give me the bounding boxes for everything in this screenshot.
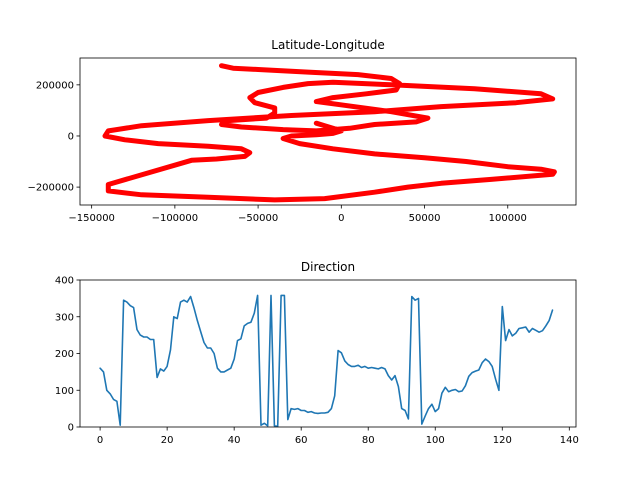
y-tick-label: −200000	[27, 183, 74, 194]
y-tick-label: 400	[55, 276, 74, 287]
x-tick-label: 100	[426, 435, 445, 446]
x-tick-label: −50000	[238, 213, 278, 224]
x-tick-label: 140	[560, 435, 579, 446]
chart-title: Latitude-Longitude	[271, 38, 384, 52]
lat-lon-chart: −150000 −100000 −50000 0 50000 100000 −200000 0…	[27, 38, 577, 224]
x-tick-label: 60	[295, 435, 308, 446]
x-tick-label: 50000	[409, 213, 441, 224]
x-tick-label: 120	[493, 435, 512, 446]
chart-title: Direction	[301, 260, 355, 274]
y-tick-label: 300	[55, 312, 74, 323]
x-tick-label: −150000	[68, 213, 115, 224]
direction-chart: 0 20 40 60 80 100 120 140 0 100 200 300 400 Direction	[55, 260, 579, 446]
x-tick-label: 20	[161, 435, 174, 446]
series-line-0	[99, 294, 554, 427]
y-tick-label: 0	[68, 131, 74, 142]
x-tick-label: 100000	[489, 213, 527, 224]
y-tick-label: 200000	[36, 80, 74, 91]
x-tick-label: 40	[228, 435, 241, 446]
x-tick-label: 0	[97, 435, 103, 446]
x-tick-label: 0	[338, 213, 344, 224]
y-tick-label: 200	[55, 349, 74, 360]
axes-frame	[79, 57, 577, 206]
x-tick-label: −100000	[152, 213, 199, 224]
y-tick-label: 100	[55, 386, 74, 397]
x-tick-label: 80	[362, 435, 375, 446]
y-tick-label: 0	[68, 423, 74, 434]
series-line-0	[102, 63, 557, 203]
